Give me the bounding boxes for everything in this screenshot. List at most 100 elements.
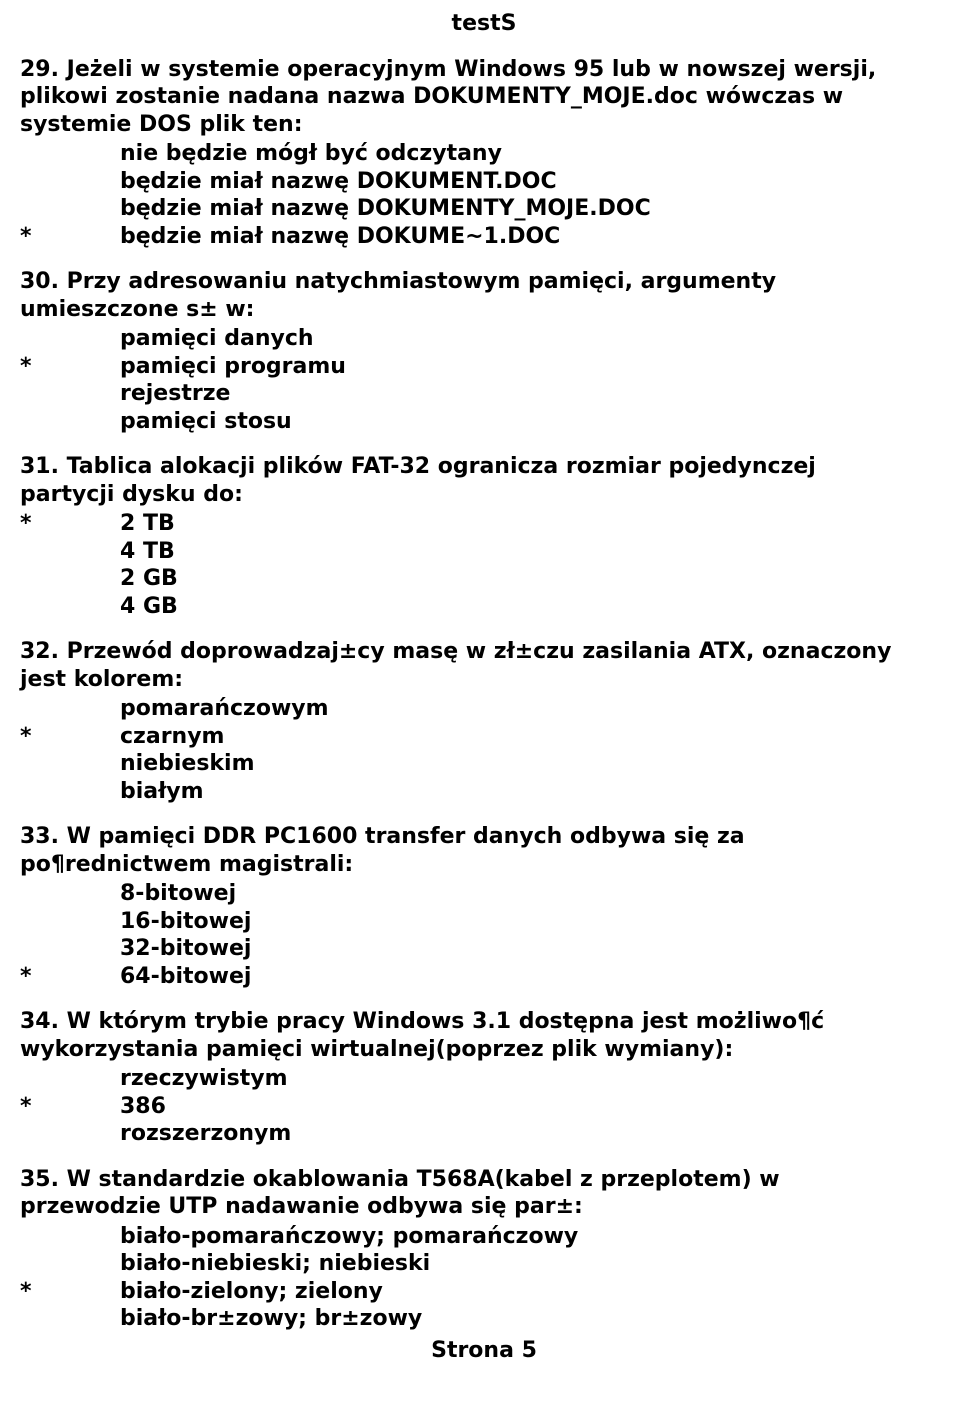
answer-mark <box>20 1120 120 1148</box>
answer-row: biało-br±zowy; br±zowy <box>20 1305 948 1333</box>
answer-text: pomarańczowym <box>120 695 948 723</box>
answer-row: białym <box>20 778 948 806</box>
answer-text: 4 GB <box>120 593 948 621</box>
answer-text: pamięci danych <box>120 325 948 353</box>
answer-mark: * <box>20 1278 120 1306</box>
question: 35. W standardzie okablowania T568A(kabe… <box>20 1166 948 1333</box>
answer-mark: * <box>20 1093 120 1121</box>
answer-text: biało-niebieski; niebieski <box>120 1250 948 1278</box>
answer-mark <box>20 565 120 593</box>
answer-row: nie będzie mógł być odczytany <box>20 140 948 168</box>
answer-row: *czarnym <box>20 723 948 751</box>
answer-row: pomarańczowym <box>20 695 948 723</box>
answer-mark <box>20 908 120 936</box>
answer-row: *biało-zielony; zielony <box>20 1278 948 1306</box>
answer-row: 4 TB <box>20 538 948 566</box>
answer-mark <box>20 593 120 621</box>
answer-text: będzie miał nazwę DOKUMENTY_MOJE.DOC <box>120 195 948 223</box>
answer-mark: * <box>20 723 120 751</box>
question-stem-line: 30. Przy adresowaniu natychmiastowym pam… <box>20 269 776 294</box>
answer-mark <box>20 1305 120 1333</box>
answer-row: *2 TB <box>20 510 948 538</box>
answer-row: pamięci stosu <box>20 408 948 436</box>
answer-row: rozszerzonym <box>20 1120 948 1148</box>
question-stem-line: partycji dysku do: <box>20 482 243 507</box>
question-stem: 31. Tablica alokacji plików FAT-32 ogran… <box>20 453 948 508</box>
answer-text: niebieskim <box>120 750 948 778</box>
answer-mark: * <box>20 963 120 991</box>
question-stem-line: wykorzystania pamięci wirtualnej(poprzez… <box>20 1037 733 1062</box>
answer-text: 8-bitowej <box>120 880 948 908</box>
answer-row: rejestrze <box>20 380 948 408</box>
answer-row: *pamięci programu <box>20 353 948 381</box>
answer-text: czarnym <box>120 723 948 751</box>
answer-row: 16-bitowej <box>20 908 948 936</box>
answer-text: rozszerzonym <box>120 1120 948 1148</box>
answer-text: 64-bitowej <box>120 963 948 991</box>
question-stem-line: 33. W pamięci DDR PC1600 transfer danych… <box>20 824 745 849</box>
answer-mark <box>20 380 120 408</box>
question-stem: 32. Przewód doprowadzaj±cy masę w zł±czu… <box>20 638 948 693</box>
answer-list: biało-pomarańczowy; pomarańczowybiało-ni… <box>20 1223 948 1333</box>
question-stem-line: przewodzie UTP nadawanie odbywa się par±… <box>20 1194 583 1219</box>
answer-mark <box>20 1065 120 1093</box>
answer-row: *64-bitowej <box>20 963 948 991</box>
answer-text: rzeczywistym <box>120 1065 948 1093</box>
answer-text: 16-bitowej <box>120 908 948 936</box>
answer-text: pamięci stosu <box>120 408 948 436</box>
answer-mark: * <box>20 510 120 538</box>
answer-row: rzeczywistym <box>20 1065 948 1093</box>
question: 34. W którym trybie pracy Windows 3.1 do… <box>20 1008 948 1148</box>
question-stem-line: 32. Przewód doprowadzaj±cy masę w zł±czu… <box>20 639 891 664</box>
answer-row: 2 GB <box>20 565 948 593</box>
answer-mark <box>20 750 120 778</box>
question-stem: 29. Jeżeli w systemie operacyjnym Window… <box>20 56 948 139</box>
question-stem-line: 29. Jeżeli w systemie operacyjnym Window… <box>20 57 876 82</box>
answer-list: nie będzie mógł być odczytanybędzie miał… <box>20 140 948 250</box>
question-stem-line: umieszczone s± w: <box>20 297 254 322</box>
answer-text: będzie miał nazwę DOKUME~1.DOC <box>120 223 948 251</box>
question-stem-line: 35. W standardzie okablowania T568A(kabe… <box>20 1167 780 1192</box>
answer-text: biało-br±zowy; br±zowy <box>120 1305 948 1333</box>
answer-mark <box>20 1223 120 1251</box>
answer-text: 32-bitowej <box>120 935 948 963</box>
answer-text: 386 <box>120 1093 948 1121</box>
answer-text: biało-pomarańczowy; pomarańczowy <box>120 1223 948 1251</box>
answer-row: *będzie miał nazwę DOKUME~1.DOC <box>20 223 948 251</box>
answer-row: niebieskim <box>20 750 948 778</box>
answer-row: biało-pomarańczowy; pomarańczowy <box>20 1223 948 1251</box>
answer-row: 8-bitowej <box>20 880 948 908</box>
answer-mark: * <box>20 353 120 381</box>
question-stem: 35. W standardzie okablowania T568A(kabe… <box>20 1166 948 1221</box>
answer-mark: * <box>20 223 120 251</box>
answer-row: będzie miał nazwę DOKUMENT.DOC <box>20 168 948 196</box>
answer-text: 2 GB <box>120 565 948 593</box>
answer-mark <box>20 880 120 908</box>
answer-text: biało-zielony; zielony <box>120 1278 948 1306</box>
question-stem-line: plikowi zostanie nadana nazwa DOKUMENTY_… <box>20 84 843 109</box>
answer-text: nie będzie mógł być odczytany <box>120 140 948 168</box>
answer-mark <box>20 140 120 168</box>
answer-mark <box>20 778 120 806</box>
answer-row: pamięci danych <box>20 325 948 353</box>
page-title: testS <box>20 10 948 38</box>
question: 31. Tablica alokacji plików FAT-32 ogran… <box>20 453 948 620</box>
answer-mark <box>20 195 120 223</box>
answer-row: 32-bitowej <box>20 935 948 963</box>
answer-text: białym <box>120 778 948 806</box>
question: 32. Przewód doprowadzaj±cy masę w zł±czu… <box>20 638 948 805</box>
question-stem-line: 31. Tablica alokacji plików FAT-32 ogran… <box>20 454 816 479</box>
question-stem: 30. Przy adresowaniu natychmiastowym pam… <box>20 268 948 323</box>
answer-row: biało-niebieski; niebieski <box>20 1250 948 1278</box>
question: 30. Przy adresowaniu natychmiastowym pam… <box>20 268 948 435</box>
answer-mark <box>20 1250 120 1278</box>
question-stem: 34. W którym trybie pracy Windows 3.1 do… <box>20 1008 948 1063</box>
answer-list: rzeczywistym*386rozszerzonym <box>20 1065 948 1148</box>
answer-text: rejestrze <box>120 380 948 408</box>
question-stem-line: systemie DOS plik ten: <box>20 112 303 137</box>
answer-text: będzie miał nazwę DOKUMENT.DOC <box>120 168 948 196</box>
answer-text: 4 TB <box>120 538 948 566</box>
answer-mark <box>20 168 120 196</box>
answer-mark <box>20 695 120 723</box>
answer-mark <box>20 935 120 963</box>
